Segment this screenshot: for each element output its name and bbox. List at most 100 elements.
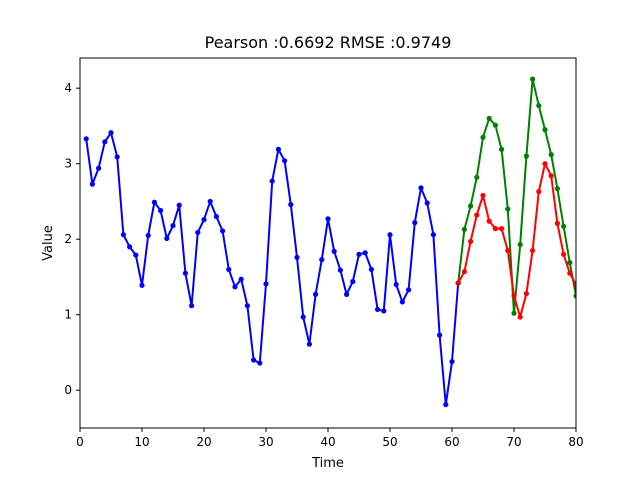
data-point xyxy=(511,293,517,299)
data-point xyxy=(542,127,548,133)
data-point xyxy=(294,254,300,260)
data-point xyxy=(499,226,505,232)
data-point xyxy=(486,218,492,224)
data-point xyxy=(151,199,157,205)
data-point xyxy=(300,314,306,320)
x-axis-label: Time xyxy=(311,456,344,471)
data-point xyxy=(102,139,108,145)
y-tick-label: 1 xyxy=(64,308,72,322)
data-point xyxy=(480,192,486,199)
data-point xyxy=(511,310,517,316)
data-point xyxy=(375,306,381,313)
series-line xyxy=(457,78,576,315)
data-point xyxy=(523,290,530,297)
data-point xyxy=(269,178,275,184)
data-point xyxy=(393,281,399,288)
data-point xyxy=(350,278,356,285)
data-point xyxy=(567,260,573,266)
y-tick-label: 3 xyxy=(64,157,72,171)
data-point xyxy=(561,251,567,257)
data-point xyxy=(387,232,393,238)
series-1 xyxy=(455,76,576,316)
data-point xyxy=(461,226,467,233)
data-point xyxy=(399,299,405,305)
data-point xyxy=(573,293,576,299)
data-point xyxy=(554,186,561,192)
data-point xyxy=(257,360,263,366)
data-point xyxy=(362,250,368,256)
data-point xyxy=(325,216,331,222)
data-point xyxy=(430,232,436,238)
data-point xyxy=(449,358,455,365)
data-point xyxy=(517,241,523,248)
data-point xyxy=(480,134,486,140)
data-point xyxy=(356,251,362,257)
data-point xyxy=(306,341,312,347)
data-point xyxy=(213,213,219,220)
data-point xyxy=(461,269,467,275)
data-point xyxy=(282,158,288,164)
data-point xyxy=(548,152,554,158)
x-tick-label: 80 xyxy=(568,435,583,449)
data-point xyxy=(530,247,536,254)
data-point xyxy=(505,247,511,254)
data-point xyxy=(517,314,523,320)
data-point xyxy=(455,280,461,286)
data-point xyxy=(530,76,536,82)
data-point xyxy=(226,266,232,273)
data-point xyxy=(220,228,226,234)
data-point xyxy=(96,165,102,171)
data-point xyxy=(486,115,492,122)
data-point xyxy=(176,202,182,208)
data-point xyxy=(567,270,573,276)
data-point xyxy=(89,181,95,187)
y-axis: 0 1 2 3 4 xyxy=(64,81,80,397)
data-point xyxy=(474,212,480,218)
data-point xyxy=(207,198,213,205)
data-point xyxy=(536,102,542,109)
data-point xyxy=(536,189,542,195)
data-point xyxy=(443,401,449,408)
x-tick-label: 20 xyxy=(196,435,211,449)
data-point xyxy=(232,284,238,290)
data-point xyxy=(238,276,244,282)
data-point xyxy=(468,238,474,245)
data-point xyxy=(108,130,114,136)
data-point xyxy=(263,281,269,287)
x-tick-label: 40 xyxy=(320,435,335,449)
data-point xyxy=(418,185,424,191)
data-point xyxy=(182,270,188,276)
x-tick-label: 10 xyxy=(134,435,149,449)
data-point xyxy=(492,122,498,128)
data-point xyxy=(424,200,430,206)
data-point xyxy=(474,174,480,180)
x-tick-label: 60 xyxy=(444,435,459,449)
data-point xyxy=(337,267,343,273)
y-axis-label: Value xyxy=(41,225,56,261)
data-point xyxy=(244,303,250,309)
data-point xyxy=(406,287,412,293)
data-point xyxy=(554,220,561,226)
data-point xyxy=(275,146,281,152)
series-0 xyxy=(83,130,461,408)
x-tick-label: 50 xyxy=(382,435,397,449)
x-tick-label: 30 xyxy=(258,435,273,449)
data-point xyxy=(201,216,207,223)
data-point xyxy=(499,146,505,152)
data-point xyxy=(523,153,530,159)
data-point xyxy=(164,235,170,242)
plot-area xyxy=(83,76,576,408)
data-point xyxy=(145,232,151,239)
chart-title: Pearson :0.6692 RMSE :0.9749 xyxy=(205,33,452,52)
data-point xyxy=(548,173,554,179)
data-point xyxy=(120,232,126,238)
data-point xyxy=(251,357,257,363)
data-point xyxy=(313,291,319,297)
data-point xyxy=(468,203,474,209)
x-tick-label: 0 xyxy=(76,435,84,449)
data-point xyxy=(139,282,145,288)
y-tick-label: 0 xyxy=(64,383,72,397)
data-point xyxy=(170,223,176,229)
data-point xyxy=(344,291,350,297)
